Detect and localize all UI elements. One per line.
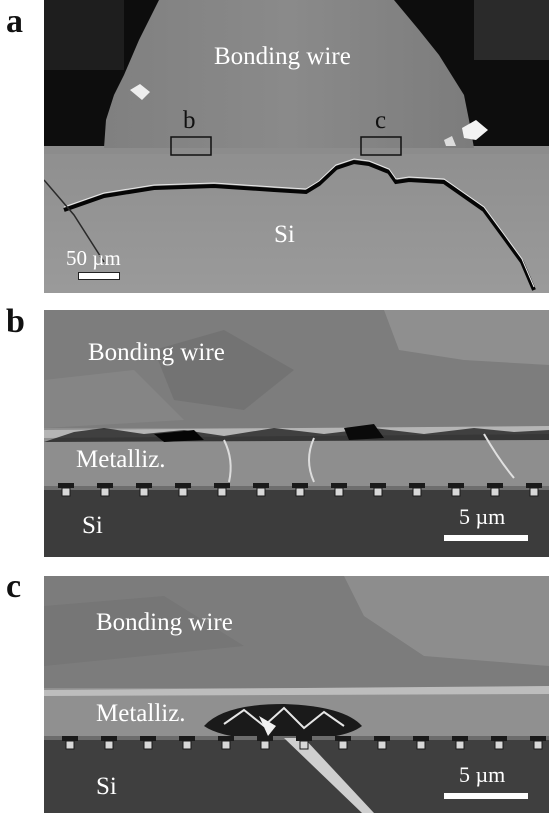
via-plug-cap [292, 483, 308, 488]
label-si-b: Si [82, 512, 103, 539]
via-plug-cap [101, 736, 117, 741]
via-plug-stem [416, 740, 426, 750]
via-plug-stem [494, 740, 504, 750]
region-box-b [170, 136, 212, 156]
via-plug-cap [487, 483, 503, 488]
label-si-c: Si [96, 773, 117, 800]
via-plug-cap [296, 736, 312, 741]
label-bonding-wire-a: Bonding wire [214, 43, 351, 70]
via-plug-cap [58, 483, 74, 488]
scale-bar-b [444, 535, 528, 541]
via-plug-cap [335, 736, 351, 741]
via-plug-cap [175, 483, 191, 488]
via-plug-stem [334, 487, 344, 497]
via-plug-cap [257, 736, 273, 741]
via-plug-stem [217, 487, 227, 497]
via-plug-cap [218, 736, 234, 741]
via-plug-stem [529, 487, 539, 497]
via-plug-stem [100, 487, 110, 497]
panel-a-micrograph: Bonding wire b c Si 50 µm [44, 0, 549, 293]
via-plug-cap [530, 736, 546, 741]
panel-c-plugs [62, 736, 546, 750]
label-box-c: c [375, 107, 387, 134]
via-plug-cap [370, 483, 386, 488]
via-plug-stem [178, 487, 188, 497]
via-plug-cap [491, 736, 507, 741]
panel-b-micrograph: Bonding wire Metalliz. Si 5 µm [44, 310, 549, 557]
via-plug-stem [221, 740, 231, 750]
via-plug-cap [331, 483, 347, 488]
via-plug-cap [526, 483, 542, 488]
via-plug-cap [452, 736, 468, 741]
label-metalliz-c: Metalliz. [96, 700, 186, 727]
via-plug-stem [65, 740, 75, 750]
region-box-c [360, 136, 402, 156]
via-plug-stem [260, 740, 270, 750]
via-plug-stem [451, 487, 461, 497]
via-plug-cap [374, 736, 390, 741]
label-si-a: Si [274, 221, 295, 248]
via-plug-cap [136, 483, 152, 488]
via-plug-stem [143, 740, 153, 750]
via-plug-cap [413, 736, 429, 741]
label-box-b: b [183, 107, 196, 134]
via-plug-cap [97, 483, 113, 488]
via-plug-stem [61, 487, 71, 497]
panel-c-image [44, 576, 549, 813]
via-plug-stem [373, 487, 383, 497]
panel-label-b: b [6, 303, 25, 340]
via-plug-stem [256, 487, 266, 497]
via-plug-stem [139, 487, 149, 497]
panel-b-plugs [58, 483, 542, 497]
label-metalliz-b: Metalliz. [76, 446, 166, 473]
scale-text-c: 5 µm [459, 762, 506, 787]
via-plug-stem [182, 740, 192, 750]
via-plug-stem [295, 487, 305, 497]
via-plug-cap [179, 736, 195, 741]
via-plug-cap [409, 483, 425, 488]
panel-c-micrograph: Bonding wire Metalliz. Si 5 µm [44, 576, 549, 813]
via-plug-stem [455, 740, 465, 750]
via-plug-stem [104, 740, 114, 750]
scale-bar-c [444, 793, 528, 799]
via-plug-cap [214, 483, 230, 488]
label-bonding-wire-b: Bonding wire [88, 339, 225, 366]
panel-label-a: a [6, 3, 23, 40]
via-plug-stem [490, 487, 500, 497]
via-plug-stem [412, 487, 422, 497]
panel-label-c: c [6, 568, 22, 605]
label-bonding-wire-c: Bonding wire [96, 609, 233, 636]
via-plug-stem [533, 740, 543, 750]
scale-text-b: 5 µm [459, 504, 506, 529]
via-plug-cap [62, 736, 78, 741]
via-plug-stem [338, 740, 348, 750]
scale-text-a: 50 µm [66, 246, 121, 270]
via-plug-cap [448, 483, 464, 488]
scale-bar-a [78, 272, 120, 280]
panel-a-image [44, 0, 549, 293]
via-plug-cap [140, 736, 156, 741]
via-plug-stem [377, 740, 387, 750]
via-plug-stem [299, 740, 309, 750]
via-plug-cap [253, 483, 269, 488]
